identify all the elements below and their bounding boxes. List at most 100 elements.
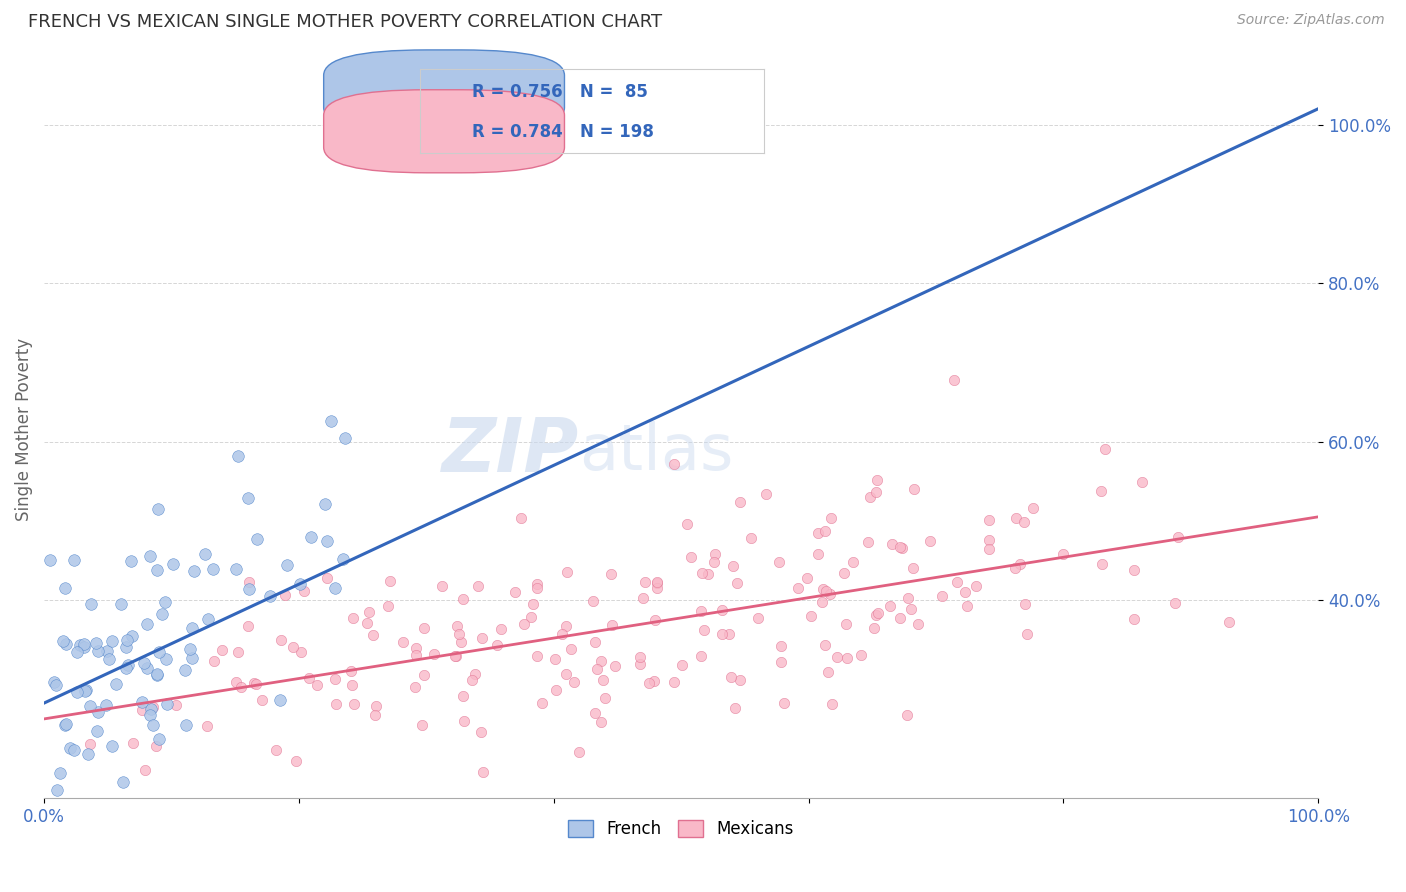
Point [807,525,830,540]
Point [526,581,548,595]
Point [141,702,163,716]
Point [689,604,711,618]
Point [138,549,160,564]
Point [662,458,685,472]
Point [131,695,153,709]
Point [1164,596,1187,610]
Point [79,737,101,751]
Point [245,677,267,691]
Point [314,498,336,512]
Point [856,534,879,549]
Point [946,575,969,590]
Point [292,583,315,598]
Point [1008,557,1031,571]
Point [599,566,621,581]
Point [148,645,170,659]
Text: FRENCH VS MEXICAN SINGLE MOTHER POVERTY CORRELATION CHART: FRENCH VS MEXICAN SINGLE MOTHER POVERTY … [28,13,662,31]
Point [583,706,606,720]
Point [977,512,1000,526]
Point [810,595,832,609]
Point [544,652,567,666]
Point [63,742,86,756]
Point [768,555,790,569]
Point [679,549,702,564]
Point [1015,626,1038,640]
Point [811,582,834,596]
Point [907,616,929,631]
Point [505,585,527,599]
Point [202,654,225,668]
Point [931,589,953,603]
Point [98,652,121,666]
Point [977,533,1000,547]
Point [392,635,415,649]
Point [513,617,536,632]
Point [96,644,118,658]
Point [628,657,651,671]
Point [270,632,292,647]
Point [1052,547,1074,561]
Point [55,636,77,650]
Point [134,656,156,670]
Point [814,584,837,599]
Point [343,697,366,711]
Point [526,649,548,664]
Point [117,658,139,673]
Y-axis label: Single Mother Poverty: Single Mother Poverty [15,338,32,521]
Point [464,667,486,681]
Point [834,566,856,580]
Point [728,673,751,688]
Point [181,651,204,665]
Point [865,607,887,622]
Point [86,723,108,738]
Point [1014,597,1036,611]
Point [643,674,665,689]
Point [226,645,249,659]
Point [183,564,205,578]
Point [115,661,138,675]
Point [357,605,380,619]
Point [110,597,132,611]
Point [342,611,364,625]
Point [889,611,911,625]
Point [276,558,298,573]
Text: atlas: atlas [579,421,734,483]
Point [1090,483,1112,498]
Point [1122,611,1144,625]
Point [361,628,384,642]
Point [821,697,844,711]
Point [356,615,378,630]
Point [332,552,354,566]
Point [87,644,110,658]
Point [645,576,668,591]
Point [568,745,591,759]
Point [131,703,153,717]
Point [288,577,311,591]
Point [725,575,748,590]
Point [451,689,474,703]
Point [628,650,651,665]
Point [863,621,886,635]
Point [703,547,725,561]
Point [174,718,197,732]
Text: Source: ZipAtlas.com: Source: ZipAtlas.com [1237,13,1385,28]
Point [201,562,224,576]
Point [66,645,89,659]
Point [486,638,509,652]
Point [59,741,82,756]
Point [671,658,693,673]
Point [45,678,67,692]
Point [73,683,96,698]
Point [703,555,725,569]
Point [693,624,716,638]
Point [264,743,287,757]
Point [111,775,134,789]
Point [259,589,281,603]
Point [467,579,489,593]
Point [136,616,159,631]
Point [174,663,197,677]
Point [560,642,582,657]
Point [229,680,252,694]
Point [747,611,769,625]
Point [450,634,472,648]
